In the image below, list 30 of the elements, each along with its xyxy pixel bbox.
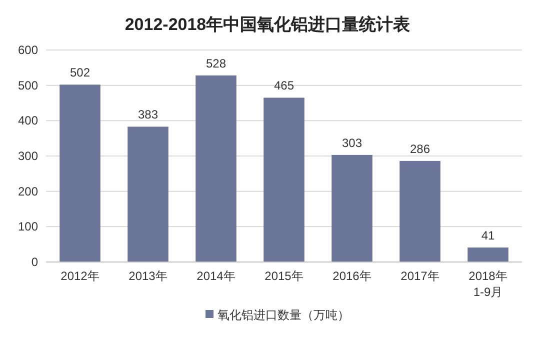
bar [196, 75, 236, 262]
data-label: 41 [481, 228, 495, 243]
x-tick-label: 2012年 [60, 269, 100, 283]
x-tick-label: 2013年 [128, 269, 168, 283]
y-tick-label: 0 [31, 255, 38, 269]
data-label: 383 [138, 108, 158, 122]
x-tick-label: 2015年 [264, 269, 304, 283]
y-tick-label: 300 [18, 149, 38, 163]
data-label: 465 [274, 78, 294, 93]
y-tick-label: 100 [18, 220, 38, 234]
bar [128, 126, 168, 262]
bar [468, 248, 508, 262]
legend-label: 氧化铝进口数量（万吨） [218, 308, 350, 322]
y-tick-label: 500 [18, 78, 38, 92]
y-tick-label: 600 [18, 43, 38, 57]
x-tick-label: 2017年 [400, 269, 440, 283]
bar [60, 84, 100, 262]
x-tick-label: 2014年 [196, 269, 236, 283]
data-label: 286 [410, 142, 430, 156]
bar [264, 98, 304, 262]
chart-title: 2012-2018年中国氧化铝进口量统计表 [124, 15, 412, 34]
y-tick-label: 400 [18, 114, 38, 128]
data-label: 502 [70, 66, 90, 80]
x-tick-label: 2018年 1-9月 [468, 269, 508, 299]
y-tick-label: 200 [18, 184, 38, 198]
bar [332, 154, 372, 262]
data-label: 303 [342, 136, 362, 150]
x-tick-label: 2016年 [332, 269, 372, 283]
data-label: 528 [206, 56, 226, 70]
bar [400, 160, 440, 262]
